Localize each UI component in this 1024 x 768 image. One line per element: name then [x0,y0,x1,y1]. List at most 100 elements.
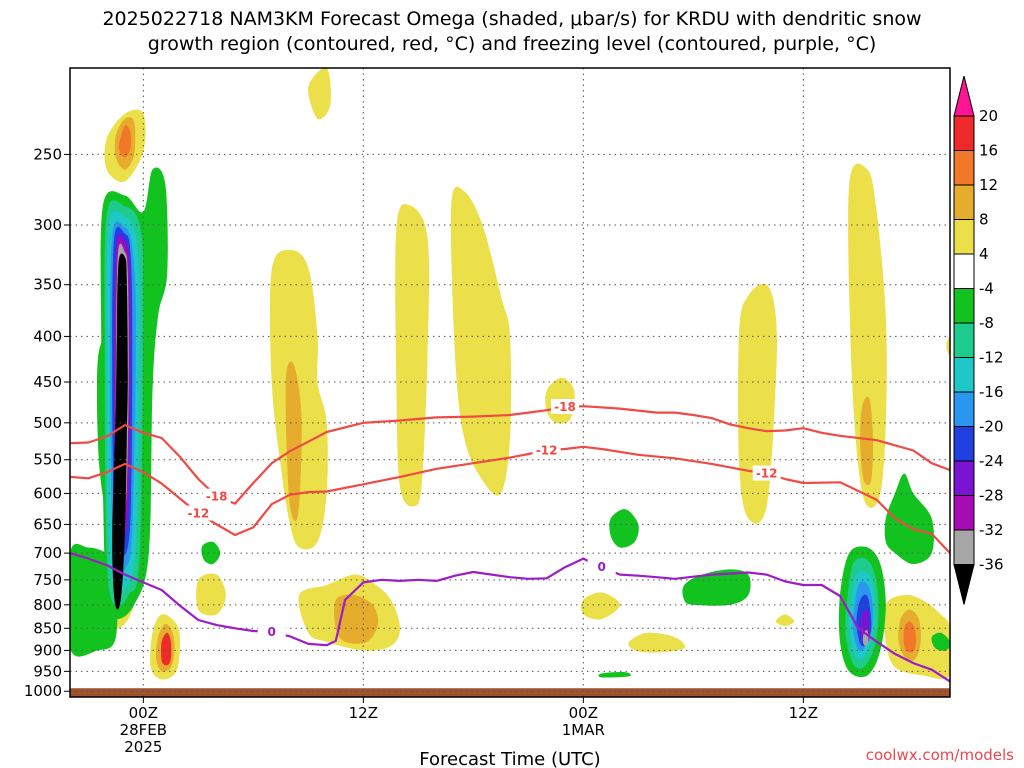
plot-area: -18 -18 -12 -12 -12 0 0 [69,67,951,698]
y-tick-label-550: 550 [33,451,62,469]
omega-region-21 [628,632,685,653]
omega-shading [70,68,950,680]
y-tick-label-750: 750 [33,571,62,589]
contour-label--18-0: -18 [206,490,228,504]
grid [70,68,950,697]
y-tick-label-500: 500 [33,414,62,432]
contour-label--18-1: -18 [554,400,576,414]
y-tick-label-950: 950 [33,662,62,680]
colorbar-label-3: 8 [979,211,989,229]
colorbar-label-9: -20 [979,418,1004,436]
chart-title-line1: 2025022718 NAM3KM Forecast Omega (shaded… [102,8,921,30]
colorbar-swatch-7 [953,322,975,358]
ground-fill [70,688,950,697]
omega-region-50 [201,541,221,565]
colorbar-label-0: 20 [979,107,998,125]
omega-region-25 [581,592,620,620]
colorbar-swatch-12 [953,495,975,531]
colorbar-label-6: -8 [979,314,994,332]
colorbar-swatch-10 [953,426,975,462]
temperature-contours: -18 -18 -12 -12 -12 0 0 [69,399,951,683]
omega-region-11 [395,204,430,507]
omega-region-26 [775,614,795,626]
x-tick-label-24-0: 00Z [569,704,598,722]
omega-region-8 [161,632,172,666]
contour-label-bg--12-2 [752,465,781,481]
omega-region-28 [946,336,950,356]
y-tick-label-900: 900 [33,641,62,659]
ground-layer [70,688,950,697]
contour-0 [69,552,951,683]
colorbar: 20 16 12 8 4 -4 -8 -12 -16 -20 -24 -28 -32 -36 [953,75,1004,605]
colorbar-swatch-9 [953,391,975,427]
omega-region-51 [598,672,631,678]
x-tick-label-0-0: 00Z [129,704,158,722]
omega-region-2 [118,125,132,158]
contour-label-0-0: 0 [267,625,275,639]
omega-region-12 [450,186,512,496]
y-tick-label-250: 250 [33,145,62,163]
omega-region-14 [334,594,379,644]
contour-label--12-0: -12 [187,507,209,521]
omega-region-20 [903,621,916,653]
x-tick-label-12-0: 12Z [349,704,378,722]
omega-region-52 [931,632,950,651]
omega-region-48 [682,569,751,606]
contour-label-bg--12-1 [532,442,561,458]
colorbar-label-8: -16 [979,383,1004,401]
colorbar-swatch-6 [953,288,975,324]
chart-title-line2: growth region (contoured, red, °C) and f… [148,33,877,55]
colorbar-label-10: -24 [979,452,1004,470]
x-tick-label-24-1: 1MAR [562,721,605,739]
colorbar-swatch-1 [953,115,975,151]
contour--18 [69,405,951,505]
y-tick-label-450: 450 [33,373,62,391]
omega-region-10 [285,361,302,522]
credit-text: coolwx.com/models [866,746,1014,764]
x-axis-label: Forecast Time (UTC) [419,749,600,768]
y-tick-label-800: 800 [33,596,62,614]
colorbar-label-4: 4 [979,245,989,263]
omega-region-24 [308,68,331,120]
y-tick-label-300: 300 [33,216,62,234]
contour-label-bg--12-0 [184,505,213,521]
contour-label-bg-0-1 [587,559,616,575]
contour-label--12-1: -12 [536,443,558,457]
omega-region-16 [848,163,887,508]
colorbar-swatch-3 [953,184,975,220]
colorbar-label-11: -28 [979,487,1004,505]
colorbar-label-2: 12 [979,176,998,194]
colorbar-label-13: -36 [979,556,1004,574]
y-tick-label-600: 600 [33,484,62,502]
contour-label-bg--18-0 [202,488,231,504]
y-tick-label-400: 400 [33,327,62,345]
y-axis: 250 300 350 400 450 500 550 600 650 700 750 800 850 9… [24,145,70,700]
colorbar-swatch-2 [953,150,975,186]
contour-label-bg--18-1 [551,399,579,415]
colorbar-swatch-8 [953,357,975,393]
colorbar-label-1: 16 [979,142,998,160]
omega-region-17 [860,396,874,486]
omega-region-39 [112,253,128,610]
contour--12 [69,445,951,554]
omega-region-49 [609,509,639,548]
y-tick-label-650: 650 [33,515,62,533]
omega-region-15 [738,283,777,524]
y-tick-label-850: 850 [33,619,62,637]
omega-region-47 [884,473,934,564]
colorbar-label-12: -32 [979,521,1004,539]
y-tick-label-1000: 1000 [24,682,62,700]
contour-label--12-2: -12 [756,467,778,481]
x-tick-label-0-1: 28FEB [120,721,167,739]
x-tick-label-0-2: 2025 [124,738,162,756]
contour-label-0-1: 0 [597,560,605,574]
colorbar-swatch-13 [953,529,975,565]
colorbar-top-arrow [953,75,975,117]
colorbar-swatch-4 [953,219,975,255]
colorbar-swatch-5 [953,253,975,289]
x-tick-label-36-0: 12Z [789,704,818,722]
y-tick-label-700: 700 [33,544,62,562]
colorbar-label-7: -12 [979,349,1004,367]
